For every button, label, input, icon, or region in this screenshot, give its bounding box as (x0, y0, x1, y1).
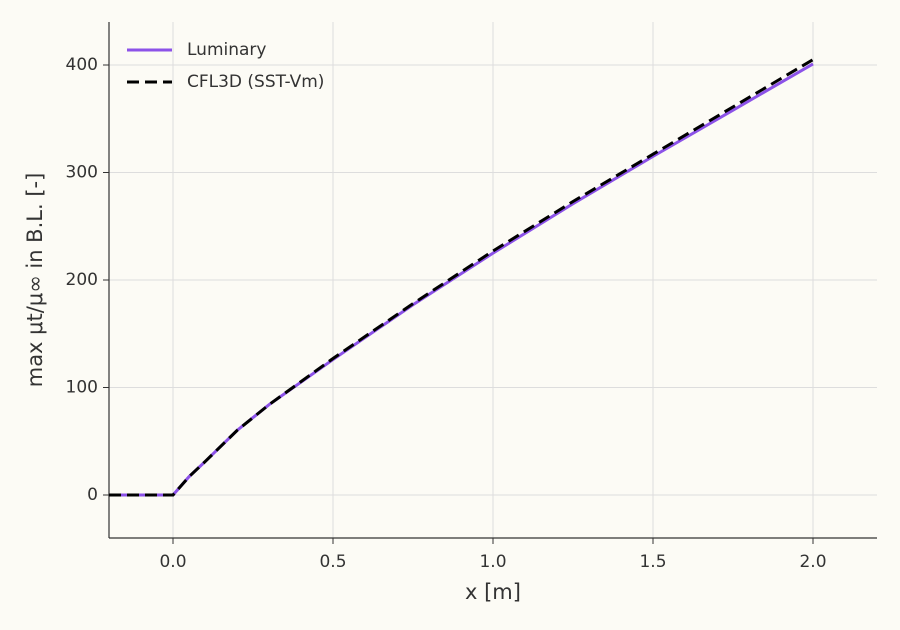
x-axis-label: x [m] (465, 580, 521, 604)
y-tick-label: 300 (66, 163, 98, 183)
y-axis-label: max μt/μ∞ in B.L. [-] (23, 173, 47, 388)
x-tick-label: 0.5 (319, 552, 346, 572)
x-tick-label: 1.5 (639, 552, 666, 572)
series-line (109, 58, 814, 497)
y-tick-label: 0 (87, 485, 98, 505)
legend-label: Luminary (187, 40, 266, 60)
y-tick-label: 400 (66, 55, 98, 75)
y-tick-label: 100 (66, 378, 98, 398)
y-tick-label: 200 (66, 270, 98, 290)
x-tick-label: 0.0 (159, 552, 186, 572)
x-tick-label: 2.0 (799, 552, 826, 572)
x-tick-label: 1.0 (479, 552, 506, 572)
legend-label: CFL3D (SST-Vm) (187, 72, 324, 92)
